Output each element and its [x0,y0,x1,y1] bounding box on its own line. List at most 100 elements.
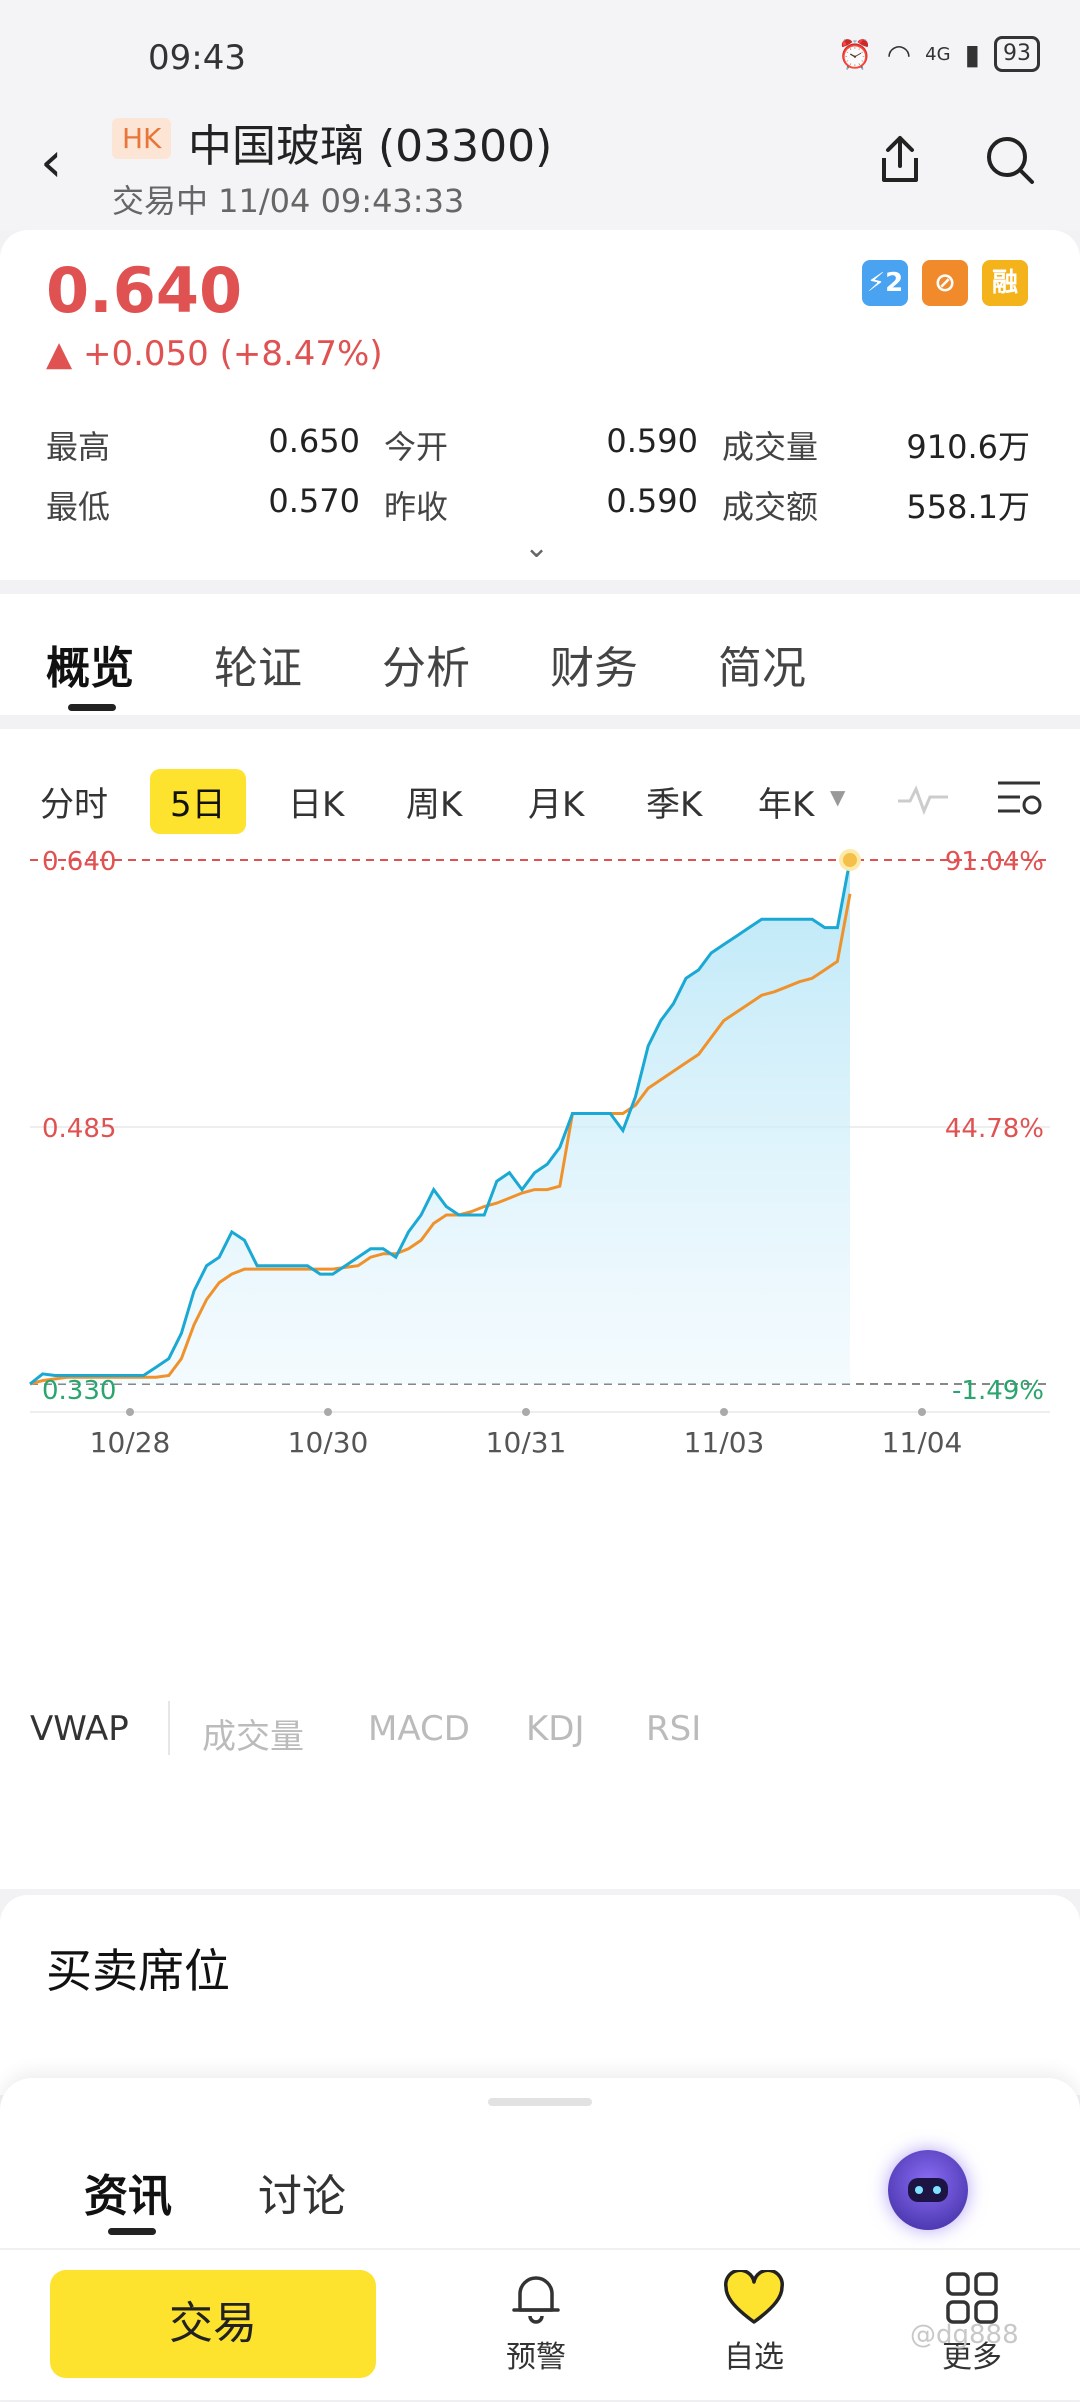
bottom-nav: 交易 预警 自选 更多 [0,2248,1080,2402]
x-tick-dot [126,1408,134,1416]
tab-underline [68,704,116,711]
current-price: 0.640 [46,254,243,327]
stat-label: 成交额 [722,488,819,526]
x-tick-dot [918,1408,926,1416]
stat-label: 成交量 [722,428,819,466]
battery-icon: 93 [994,36,1040,72]
order-book-title: 买卖席位 [46,1944,230,1998]
sheet-tab-underline [108,2228,156,2235]
nav-alert-label: 预警 [506,2340,566,2375]
price-change: ▲ +0.050 (+8.47%) [46,334,383,374]
nav-more-label: 更多 [942,2340,1002,2375]
main-tabs: 概览 轮证 分析 财务 简况 [0,580,1080,729]
y-left-label: 0.640 [42,847,116,877]
x-tick-label: 11/04 [882,1426,963,1454]
stat-value: 910.6万 [906,428,1030,466]
stat-value: 0.590 [606,482,698,520]
period-day-k[interactable]: 日K [288,785,345,825]
chart-card: 分时 5日 日K 周K 月K 季K 年K ▼ 0.640 0.485 0.330… [0,715,1080,1889]
nav-more[interactable]: 更多 [912,2270,1032,2376]
indicator-volume[interactable]: 成交量 [202,1717,304,1757]
x-tick-label: 11/03 [684,1426,765,1454]
trade-status: 交易中 11/04 09:43:33 [112,182,465,220]
market-badge: HK [112,118,172,159]
nav-watchlist[interactable]: 自选 [694,2270,814,2376]
heart-icon [724,2270,784,2324]
trade-button[interactable]: 交易 [50,2270,376,2378]
wifi-icon: ◠ [886,37,912,71]
nav-alert[interactable]: 预警 [476,2270,596,2376]
period-quarter-k[interactable]: 季K [646,785,703,825]
chevron-down-icon[interactable]: ▼ [830,785,846,809]
alarm-icon: ⏰ [837,37,873,71]
stat-label: 今开 [384,428,449,466]
period-intraday[interactable]: 分时 [40,785,108,825]
price-chart[interactable]: 0.640 0.485 0.330 91.04% 44.78% -1.49% 1… [0,834,1080,1454]
x-tick-label: 10/30 [288,1426,369,1454]
share-icon[interactable] [870,130,930,190]
indicator-rsi[interactable]: RSI [646,1709,702,1749]
period-year-k[interactable]: 年K [758,785,815,825]
sheet-tab-news[interactable]: 资讯 [84,2171,172,2222]
nav-watchlist-label: 自选 [724,2340,784,2375]
ai-assistant-icon[interactable] [888,2150,968,2230]
network-label: 4G [925,43,951,65]
status-bar: 09:43 ⏰ ◠ 4G ▮ 93 [0,0,1080,110]
y-right-label: -1.49% [952,1376,1044,1406]
grid-icon [946,2272,998,2324]
stat-value: 0.650 [268,422,360,460]
x-tick-label: 10/31 [486,1426,567,1454]
x-axis-ticks: 10/28 10/30 10/31 11/03 11/04 [90,1408,963,1454]
stock-header: ‹ HK 中国玻璃 (03300) 交易中 11/04 09:43:33 [0,110,1080,230]
stat-value: 0.590 [606,422,698,460]
lightning-tag-icon[interactable]: ⚡2 [862,260,908,306]
y-left-label: 0.485 [42,1114,116,1144]
x-tick-dot [522,1408,530,1416]
y-right-label: 44.78% [945,1114,1044,1144]
indicator-macd[interactable]: MACD [368,1709,470,1749]
y-right-label: 91.04% [945,847,1044,877]
sheet-tab-discussion[interactable]: 讨论 [258,2171,346,2222]
tab-profile[interactable]: 简况 [718,643,806,694]
status-time: 09:43 [148,38,246,78]
x-tick-dot [720,1408,728,1416]
tab-analysis[interactable]: 分析 [382,643,470,694]
search-icon[interactable] [980,130,1040,190]
expand-chevron-icon[interactable]: ⌄ [524,530,550,565]
stock-title: 中国玻璃 (03300) [188,121,553,172]
period-5day[interactable]: 5日 [150,769,246,834]
back-button[interactable]: ‹ [40,130,63,195]
bottom-sheet: 资讯 讨论 交易 预警 自选 更多 [0,2078,1080,2400]
x-tick-dot [324,1408,332,1416]
tab-warrants[interactable]: 轮证 [214,643,302,694]
signal-icon: ▮ [964,37,980,71]
stat-label: 昨收 [384,488,449,526]
margin-tag[interactable]: 融 [982,260,1028,306]
indicator-divider [168,1701,170,1755]
x-tick-label: 10/28 [90,1426,171,1454]
period-month-k[interactable]: 月K [528,785,585,825]
price-area-fill [30,860,850,1384]
tab-financials[interactable]: 财务 [550,643,638,694]
chart-settings-icon[interactable] [994,773,1044,823]
chart-type-icon[interactable] [896,779,950,819]
indicator-vwap[interactable]: VWAP [30,1709,129,1749]
watermark: @dg888 [910,2320,1019,2350]
stat-label: 最高 [46,428,111,466]
stat-value: 0.570 [268,482,360,520]
price-series-line [29,859,852,1386]
stat-label: 最低 [46,488,111,526]
period-week-k[interactable]: 周K [406,785,463,825]
bell-icon [512,2276,560,2324]
tab-overview[interactable]: 概览 [46,643,134,694]
order-book-section: 买卖席位 [0,1895,1080,2095]
indicator-kdj[interactable]: KDJ [526,1709,585,1749]
forbidden-tag-icon[interactable]: ⊘ [922,260,968,306]
status-icons: ⏰ ◠ 4G ▮ 93 [838,36,1040,72]
quote-card: 0.640 ▲ +0.050 (+8.47%) ⚡2 ⊘ 融 最高 0.650 … [0,230,1080,580]
y-left-label: 0.330 [42,1376,116,1406]
last-price-dot [839,849,861,871]
sheet-grabber[interactable] [488,2098,592,2106]
stat-value: 558.1万 [906,488,1030,526]
vwap-series-line [29,893,852,1386]
